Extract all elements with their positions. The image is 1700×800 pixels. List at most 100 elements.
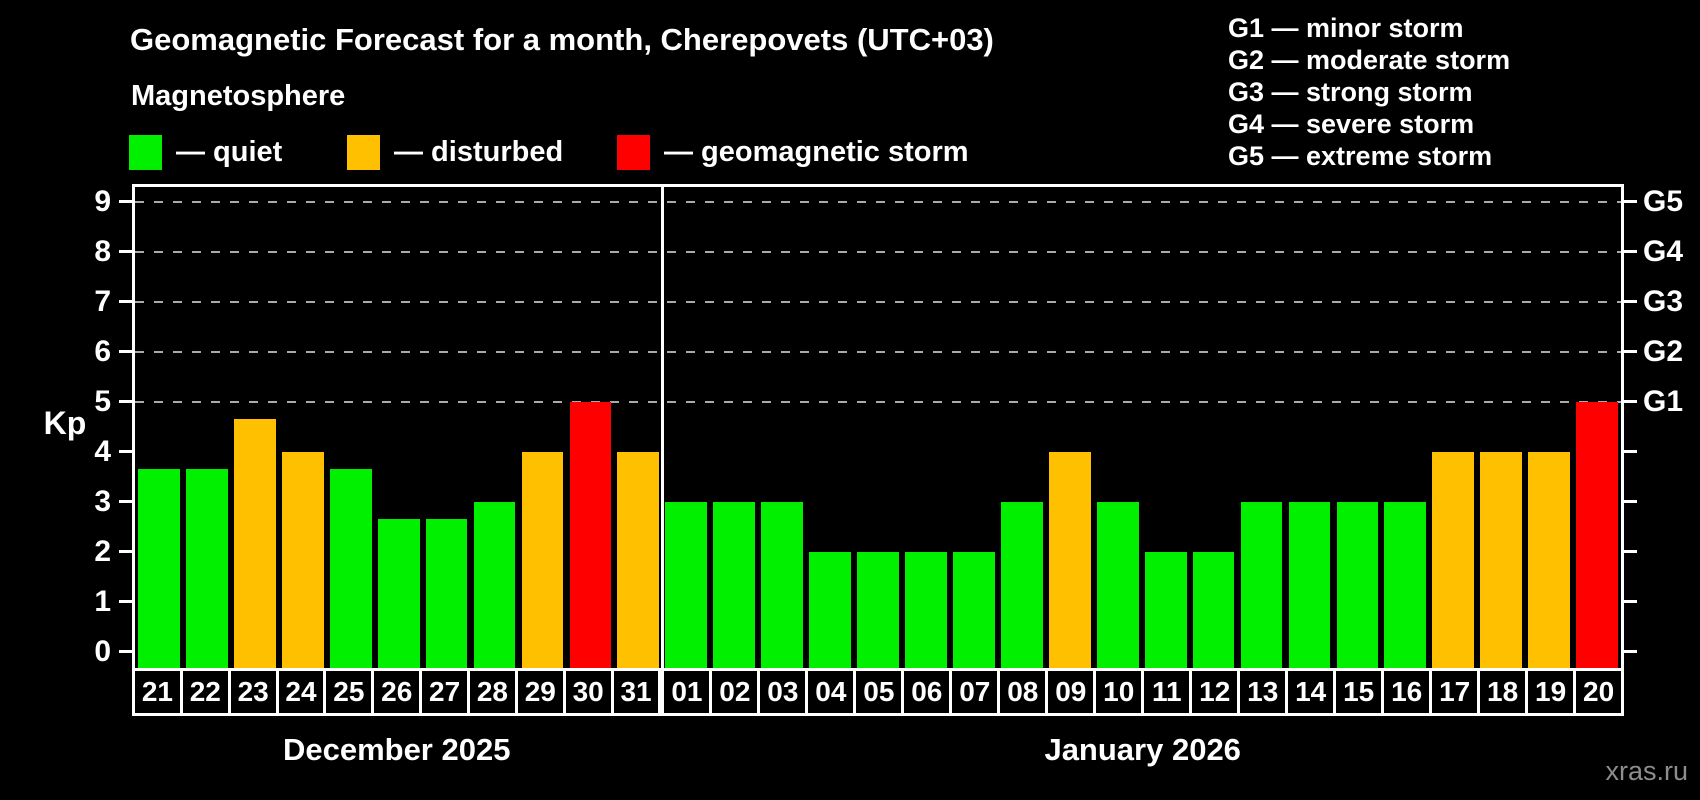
- kp-bar-day-05: [857, 552, 899, 668]
- x-axis-day-row: 21 22 23 24 25 26 27 28 29 30 31 01 02 03 04 05 06 07 08 09…: [132, 668, 1624, 716]
- kp-bar-day-30: [569, 402, 612, 668]
- bar-slot-day-23: [231, 187, 279, 668]
- bar-slot-day-19: [1525, 187, 1573, 668]
- bar-slot-day-14: [1286, 187, 1334, 668]
- day-label-18: 18: [1477, 671, 1525, 713]
- disturbed-color-swatch: [347, 134, 380, 170]
- day-label-29: 29: [514, 671, 563, 713]
- quiet-color-swatch: [129, 134, 162, 170]
- legend-item-label: — disturbed: [394, 135, 564, 168]
- bar-slot-day-18: [1477, 187, 1525, 668]
- day-label-14: 14: [1285, 671, 1333, 713]
- kp-bar-day-24: [281, 452, 324, 668]
- kp-bar-day-18: [1480, 452, 1523, 668]
- kp-bar-day-31: [617, 452, 660, 668]
- bar-slot-day-12: [1190, 187, 1238, 668]
- kp-bar-day-14: [1288, 502, 1331, 668]
- right-axis-label-g1: G1: [1643, 385, 1684, 418]
- day-group-january: 01 02 03 04 05 06 07 08 09 10 11 12 13 14 15 16 17 18 19 20: [661, 668, 1624, 716]
- y-axis-tick-right-1: [1624, 600, 1637, 603]
- day-label-22: 22: [179, 671, 228, 713]
- kp-bar-day-17: [1432, 452, 1475, 668]
- bar-slot-day-16: [1381, 187, 1429, 668]
- kp-bar-day-28: [473, 502, 516, 668]
- y-axis-tick-left-7: [119, 300, 132, 303]
- bar-slot-day-04: [806, 187, 854, 668]
- y-axis-tick-right-2: [1624, 550, 1637, 553]
- day-label-01: 01: [671, 676, 703, 707]
- y-axis-tick-left-6: [119, 350, 132, 353]
- bar-slot-day-30: [566, 187, 614, 668]
- kp-bar-day-02: [713, 502, 756, 668]
- bar-slot-day-07: [950, 187, 998, 668]
- month-label: January 2026: [1044, 732, 1241, 767]
- bar-slot-day-10: [1094, 187, 1142, 668]
- day-label-20: 20: [1573, 671, 1621, 713]
- bar-slot-day-11: [1142, 187, 1190, 668]
- bar-slot-day-26: [375, 187, 423, 668]
- day-label-25: 25: [323, 671, 371, 713]
- bar-slot-day-31: [614, 187, 662, 668]
- y-axis-tick-right-9: [1624, 200, 1637, 203]
- gridline-kp9: [135, 201, 1621, 203]
- right-axis-label-g3: G3: [1643, 285, 1684, 318]
- bar-slot-day-15: [1333, 187, 1381, 668]
- y-axis-tick-left-9: [119, 200, 132, 203]
- day-label-13: 13: [1237, 671, 1285, 713]
- day-label-04: 04: [805, 671, 853, 713]
- gridline-kp5: [135, 401, 1621, 403]
- kp-bar-day-08: [1000, 502, 1043, 668]
- y-axis-tick-right-8: [1624, 250, 1637, 253]
- y-axis-label-4: 4: [94, 435, 111, 468]
- day-label-21: 21: [141, 676, 173, 707]
- right-axis-label-g2: G2: [1643, 335, 1684, 368]
- bar-slot-day-24: [279, 187, 327, 668]
- legend-item-quiet: — quiet: [129, 134, 282, 170]
- legend-item-label: — quiet: [176, 135, 283, 168]
- bar-slot-day-22: [183, 187, 231, 668]
- gridline-kp7: [135, 301, 1621, 303]
- y-axis-label-7: 7: [94, 285, 111, 318]
- y-axis-tick-right-6: [1624, 350, 1637, 353]
- right-axis-label-g5: G5: [1643, 185, 1684, 218]
- bar-slot-day-02: [710, 187, 758, 668]
- day-label-05: 05: [853, 671, 901, 713]
- kp-bar-day-29: [521, 452, 564, 668]
- storm-scale-line-g4: G4 — severe storm: [1228, 109, 1475, 139]
- bar-slot-day-28: [471, 187, 519, 668]
- y-axis-label-0: 0: [94, 635, 111, 668]
- day-label-06: 06: [901, 671, 949, 713]
- month-labels-row: December 2025 January 2026: [132, 732, 1624, 768]
- day-label-02: 02: [709, 671, 757, 713]
- y-axis-label-9: 9: [94, 185, 111, 218]
- day-label-23: 23: [227, 671, 276, 713]
- gridline-kp6: [135, 351, 1621, 353]
- y-axis-tick-left-4: [119, 450, 132, 453]
- day-label-27: 27: [419, 671, 467, 713]
- kp-bar-day-16: [1384, 502, 1427, 668]
- bar-slot-day-29: [519, 187, 567, 668]
- day-label-17: 17: [1429, 671, 1477, 713]
- bar-slot-day-03: [758, 187, 806, 668]
- day-label-16: 16: [1381, 671, 1429, 713]
- kp-bar-day-10: [1096, 502, 1139, 668]
- day-label-12: 12: [1189, 671, 1237, 713]
- y-axis-label-5: 5: [94, 385, 111, 418]
- y-axis-label-6: 6: [94, 335, 111, 368]
- bar-slot-day-21: [135, 187, 183, 668]
- kp-bar-day-03: [761, 502, 803, 668]
- day-label-24: 24: [275, 671, 324, 713]
- day-label-31: 31: [610, 671, 659, 713]
- kp-bar-day-15: [1336, 502, 1379, 668]
- kp-bar-day-12: [1192, 552, 1235, 668]
- y-axis-title: Kp: [43, 405, 87, 441]
- y-axis-tick-left-3: [119, 500, 132, 503]
- bar-slot-day-06: [902, 187, 950, 668]
- right-axis-label-g4: G4: [1643, 235, 1684, 268]
- bar-slot-day-27: [423, 187, 471, 668]
- kp-bar-day-22: [186, 468, 228, 668]
- chart-title: Geomagnetic Forecast for a month, Cherep…: [130, 22, 994, 57]
- y-axis-tick-left-8: [119, 250, 132, 253]
- kp-bar-day-13: [1240, 502, 1283, 668]
- bar-slot-day-01: [662, 187, 710, 668]
